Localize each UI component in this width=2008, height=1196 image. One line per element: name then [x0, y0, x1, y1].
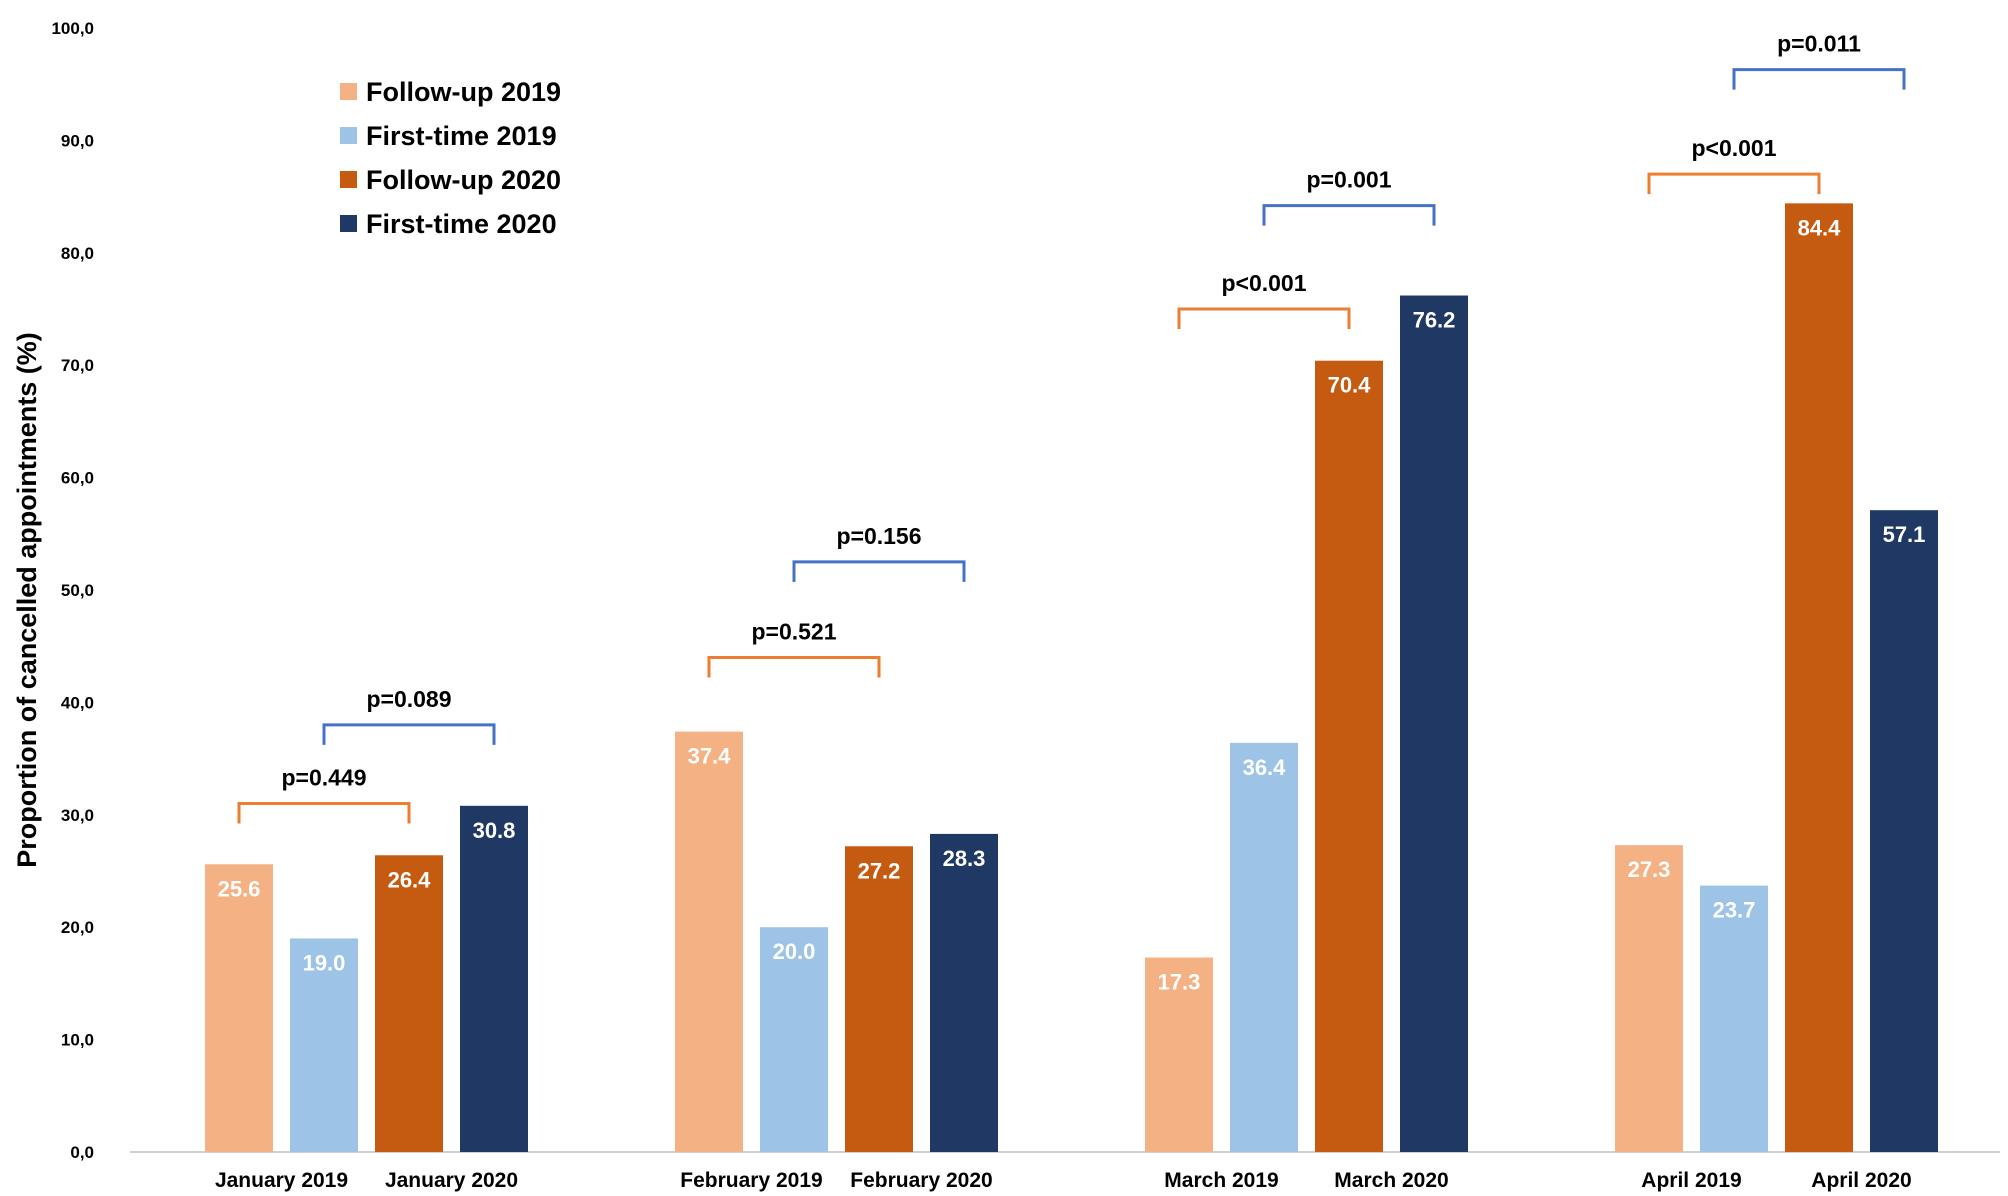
x-category-label: January 2020: [385, 1169, 518, 1192]
bar: [1870, 510, 1938, 1152]
p-value-label: p<0.001: [1221, 270, 1306, 296]
data-label: 19.0: [303, 950, 346, 975]
significance-bracket: [1647, 172, 1821, 195]
p-value-label: p=0.521: [751, 618, 836, 644]
bar: [930, 833, 998, 1152]
legend-swatch: [340, 215, 357, 232]
data-label: 36.4: [1243, 755, 1287, 780]
data-label: 70.4: [1328, 373, 1372, 398]
data-label: 27.2: [858, 858, 901, 883]
significance-bracket: [1262, 204, 1436, 226]
significance-bracket: [237, 802, 411, 824]
bar: [1400, 295, 1468, 1153]
p-value-label: p<0.001: [1691, 135, 1776, 161]
x-axis-category-labels: January 2019 January 2020 February 2019 Feb…: [215, 1169, 1912, 1192]
significance-bracket: [1177, 307, 1351, 329]
bar: [205, 864, 273, 1152]
bars-layer: 25.6 37.4 17.3 27.3 19.0 20.0 36.4 23.7 26.4 27.2…: [205, 203, 1938, 1153]
bar: [845, 846, 913, 1152]
data-label: 30.8: [473, 818, 516, 843]
bar: [1785, 203, 1853, 1152]
bar: [675, 731, 743, 1152]
y-tick-label: 80,0: [61, 244, 94, 263]
y-tick-label: 70,0: [61, 356, 94, 375]
x-category-label: February 2020: [850, 1169, 992, 1192]
x-category-label: March 2020: [1334, 1169, 1448, 1192]
legend: Follow-up 2019 First-time 2019 Follow-up 2…: [340, 77, 561, 239]
data-label: 20.0: [773, 939, 816, 964]
p-value-label: p=0.156: [836, 523, 921, 549]
y-tick-label: 0,0: [70, 1143, 94, 1162]
x-category-label: April 2019: [1641, 1169, 1741, 1192]
legend-label: First-time 2019: [366, 121, 557, 151]
legend-label: First-time 2020: [366, 209, 557, 239]
legend-label: Follow-up 2019: [366, 77, 561, 107]
x-category-label: January 2019: [215, 1169, 348, 1192]
p-value-label: p=0.449: [281, 765, 366, 791]
data-label: 17.3: [1158, 970, 1201, 995]
significance-bracket: [322, 723, 496, 745]
legend-label: Follow-up 2020: [366, 165, 561, 195]
data-label: 27.3: [1628, 857, 1671, 882]
y-axis-ticks: 0,0 10,0 20,0 30,0 40,0 50,0 60,0 70,0 80,0 90,0 1…: [51, 19, 94, 1162]
y-tick-label: 60,0: [61, 469, 94, 488]
data-label: 84.4: [1798, 215, 1842, 240]
data-label: 76.2: [1413, 308, 1456, 333]
y-tick-label: 10,0: [61, 1031, 94, 1050]
data-label: 23.7: [1713, 898, 1756, 923]
y-tick-label: 90,0: [61, 131, 94, 150]
data-label: 37.4: [688, 744, 732, 769]
significance-annotations: p=0.449 p=0.089 p=0.521 p=0.156 p<0.001 p=0.0…: [237, 31, 1906, 824]
significance-bracket: [792, 560, 966, 582]
bar: [1230, 742, 1298, 1152]
y-tick-label: 20,0: [61, 918, 94, 937]
y-axis-label: Proportion of cancelled appointments (%): [12, 332, 42, 868]
data-label: 28.3: [943, 846, 986, 871]
p-value-label: p=0.001: [1306, 167, 1391, 193]
x-category-label: April 2020: [1811, 1169, 1911, 1192]
bar: [1145, 957, 1213, 1152]
significance-bracket: [707, 655, 881, 678]
x-category-label: February 2019: [680, 1169, 822, 1192]
x-category-label: March 2019: [1164, 1169, 1278, 1192]
bar: [760, 927, 828, 1152]
bar: [1700, 885, 1768, 1152]
y-tick-label: 40,0: [61, 693, 94, 712]
bar: [460, 805, 528, 1152]
p-value-label: p=0.011: [1777, 31, 1861, 57]
data-label: 25.6: [218, 876, 261, 901]
legend-swatch: [340, 171, 357, 188]
bar: [290, 938, 358, 1152]
bar: [375, 855, 443, 1152]
data-label: 57.1: [1883, 522, 1926, 547]
y-tick-label: 30,0: [61, 806, 94, 825]
p-value-label: p=0.089: [366, 686, 451, 712]
legend-swatch: [340, 127, 357, 144]
significance-bracket: [1732, 68, 1906, 90]
data-label: 26.4: [388, 867, 432, 892]
bar: [1315, 360, 1383, 1153]
bar: [1615, 845, 1683, 1152]
legend-swatch: [340, 83, 357, 100]
y-tick-label: 100,0: [51, 19, 94, 38]
y-tick-label: 50,0: [61, 581, 94, 600]
